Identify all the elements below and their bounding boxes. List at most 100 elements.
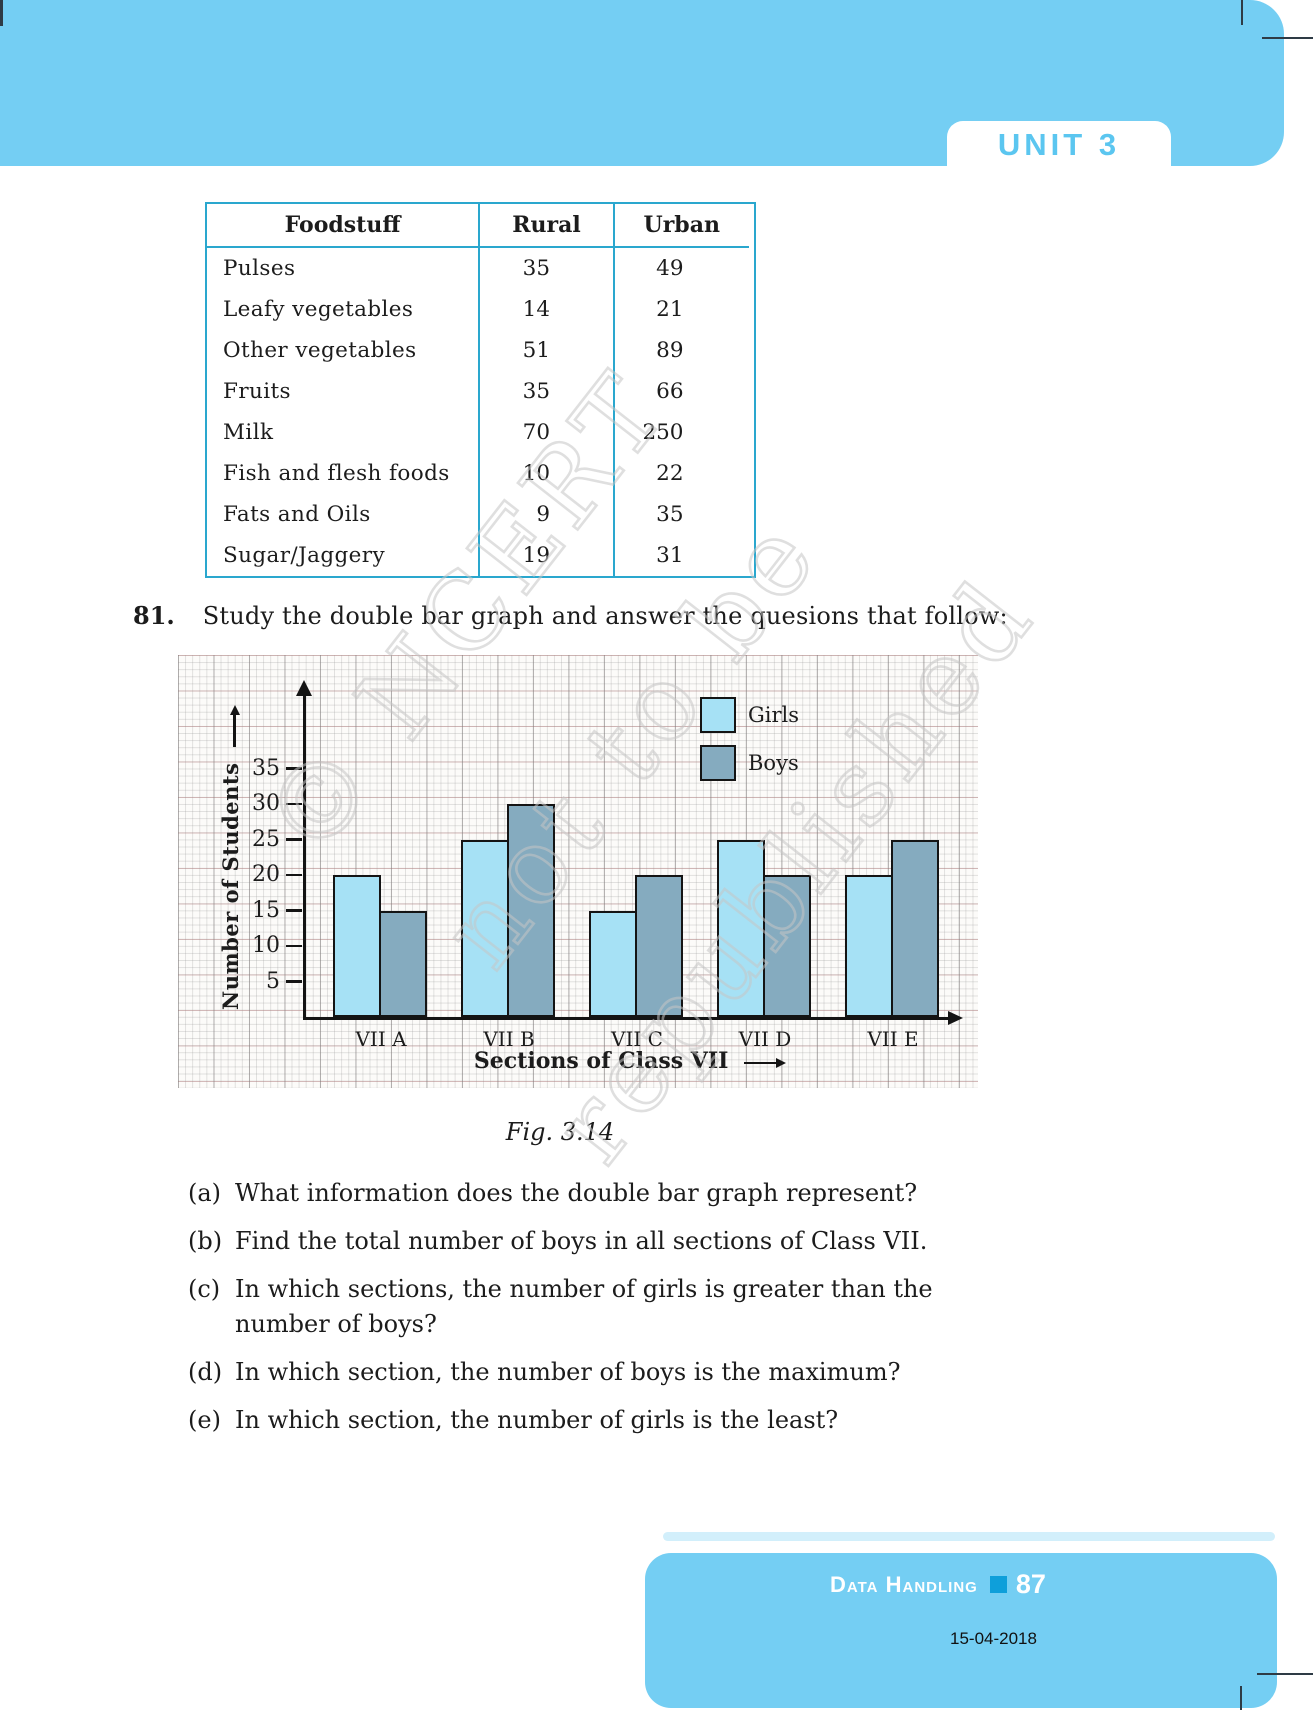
figure-caption: Fig. 3.14 [505,1118,615,1146]
question-number: 81. [133,601,175,630]
category-label-vii-e: VII E [867,1027,919,1051]
category-label-vii-b: VII B [483,1027,535,1051]
subquestion-e: (e) In which section, the number of girls… [188,1403,1008,1438]
table-cell-foodstuff: Fruits [223,379,291,404]
unit-label: UNIT 3 [997,127,1121,162]
chart-legend: Girls Boys [700,697,799,793]
table-cell-foodstuff: Sugar/Jaggery [223,543,385,568]
crop-mark-bottom-right-horizontal [1257,1673,1313,1675]
legend-swatch-boys [700,745,736,781]
page-number: 87 [1015,1569,1046,1599]
table-cell-foodstuff: Pulses [223,256,296,281]
category-label-vii-d: VII D [738,1027,792,1051]
subquestion-text: What information does the double bar gra… [235,1179,918,1207]
table-cell-rural: 10 [478,453,613,494]
legend-label-boys: Boys [748,751,799,775]
table-cell-foodstuff: Leafy vegetables [223,297,414,322]
subquestions-list: (a) What information does the double bar … [188,1176,1008,1451]
category-label-vii-a: VII A [355,1027,407,1051]
double-bar-chart: Number of Students 5 10 15 20 25 30 35 VII A VI… [178,655,978,1088]
page-number-square-icon [989,1576,1007,1593]
crop-mark-top-left [0,0,3,26]
table-cell-rural: 9 [478,494,613,535]
table-cell-urban: 89 [613,330,749,371]
y-tick-label-20: 20 [252,862,280,887]
y-tick-15 [286,909,302,912]
table-cell-urban: 21 [613,289,749,330]
bar-girls-vii-e [845,875,893,1017]
table-cell-foodstuff: Milk [223,420,274,445]
table-cell-urban: 35 [613,494,749,535]
x-axis [303,1017,951,1020]
x-axis-title-text: Sections of Class VII [473,1048,729,1074]
category-label-vii-c: VII C [611,1027,663,1051]
subquestion-label: (e) [188,1406,221,1434]
subquestion-text: In which section, the number of boys is … [235,1358,901,1386]
subquestion-label: (d) [188,1358,223,1386]
y-tick-35 [286,767,302,770]
table-cell-urban: 66 [613,371,749,412]
y-tick-20 [286,873,302,877]
y-tick-30 [286,802,302,806]
subquestion-text: Find the total number of boys in all sec… [235,1227,928,1255]
bar-girls-vii-b [461,839,509,1017]
footer-line: Data Handling 87 [830,1569,1046,1600]
y-axis [303,695,306,1017]
bar-boys-vii-c [634,875,683,1017]
crop-mark-bottom-right-vertical [1240,1686,1242,1710]
subquestion-label: (a) [188,1179,222,1207]
y-tick-label-5: 5 [266,968,280,994]
bar-boys-vii-e [890,839,939,1017]
food-table: Foodstuff Rural Urban Pulses 35 49 Leafy veget… [205,202,756,578]
y-tick-label-15: 15 [252,897,280,923]
y-tick-25 [286,838,302,841]
table-cell-foodstuff: Fish and flesh foods [223,461,450,486]
table-cell-rural: 70 [478,412,613,453]
y-axis-arrow-icon [220,704,245,747]
table-cell-urban: 31 [613,535,749,576]
table-header-urban: Urban [613,204,749,248]
y-tick-5 [286,980,302,983]
table-cell-rural: 35 [478,248,613,289]
bar-girls-vii-d [717,839,765,1017]
subquestion-text: In which sections, the number of girls i… [235,1275,933,1338]
y-tick-label-10: 10 [252,933,280,958]
subquestion-text: In which section, the number of girls is… [235,1406,839,1434]
table-header-foodstuff: Foodstuff [207,204,478,248]
chapter-name: Data Handling [830,1571,978,1597]
table-cell-rural: 14 [478,289,613,330]
print-date: 15-04-2018 [950,1629,1037,1648]
y-axis-arrowhead-icon [296,680,312,696]
y-tick-label-35: 35 [252,755,280,781]
table-cell-rural: 51 [478,330,613,371]
table-cell-urban: 49 [613,248,749,289]
footer-ghost-strip [663,1532,1275,1541]
table-cell-urban: 250 [613,412,749,453]
bar-boys-vii-d [762,875,811,1017]
bar-boys-vii-b [506,804,555,1017]
bar-girls-vii-a [333,875,381,1017]
crop-mark-top-right-vertical [1241,0,1243,25]
table-cell-foodstuff: Fats and Oils [223,502,371,527]
subquestion-d: (d) In which section, the number of boys … [188,1355,1008,1390]
subquestion-label: (c) [188,1275,221,1303]
subquestion-label: (b) [188,1227,223,1255]
question-text: Study the double bar graph and answer th… [202,602,1008,630]
question-81: 81. Study the double bar graph and answer… [133,601,1193,630]
legend-label-girls: Girls [748,703,800,727]
table-cell-rural: 35 [478,371,613,412]
bar-girls-vii-c [589,910,637,1017]
y-tick-label-30: 30 [252,791,280,816]
unit-badge: UNIT 3 [947,121,1171,193]
subquestion-b: (b) Find the total number of boys in all … [188,1224,1008,1259]
table-cell-urban: 22 [613,453,749,494]
x-axis-title-arrow-icon [744,1049,787,1075]
legend-item-boys: Boys [700,745,799,781]
subquestion-a: (a) What information does the double bar … [188,1176,1008,1211]
crop-mark-top-right-horizontal [1262,37,1313,39]
subquestion-c: (c) In which sections, the number of girl… [188,1272,1008,1342]
bar-boys-vii-a [378,910,427,1017]
y-tick-10 [286,944,302,948]
footer-band: Data Handling 87 15-04-2018 [645,1553,1277,1708]
legend-item-girls: Girls [700,697,799,733]
